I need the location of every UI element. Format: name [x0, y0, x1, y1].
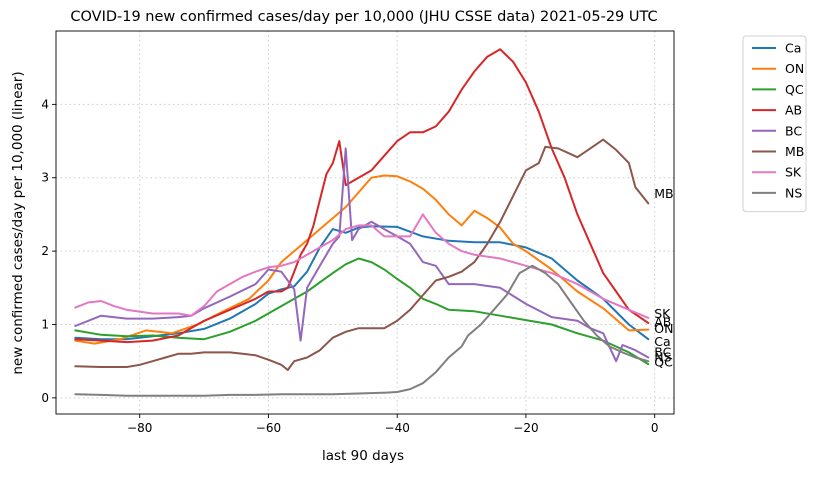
end-label-ab: AB [654, 314, 671, 329]
y-tick-label: 4 [41, 97, 49, 111]
legend-label-bc: BC [785, 123, 802, 138]
grid [56, 31, 674, 414]
x-tick-label: −60 [256, 421, 281, 435]
end-label-sk: SK [654, 306, 671, 321]
legend-label-ca: Ca [785, 41, 801, 56]
series-line-ab [74, 48, 650, 344]
legend-label-ns: NS [785, 185, 802, 200]
series-lines [74, 48, 650, 397]
end-label-bc: BC [654, 344, 671, 359]
legend-label-on: ON [785, 61, 804, 76]
series-line-ns [74, 264, 650, 397]
series-line-sk [74, 213, 650, 319]
axes: −80 −60 −40 −20 0 0 1 2 3 4 [41, 30, 675, 435]
end-label-ca: Ca [654, 334, 670, 349]
x-tick-label: 0 [651, 421, 659, 435]
plot-frame [55, 30, 675, 415]
series-line-mb [74, 138, 650, 371]
series-line-bc [74, 147, 650, 363]
y-tick-label: 1 [41, 317, 49, 331]
x-axis-label: last 90 days [322, 448, 404, 464]
x-tick-label: −40 [385, 421, 410, 435]
legend-box [742, 35, 807, 213]
legend-label-mb: MB [785, 144, 804, 159]
series-line-ca [74, 225, 650, 341]
end-label-qc: QC [654, 355, 673, 370]
series-line-qc [74, 257, 650, 366]
end-label-on: ON [654, 321, 673, 336]
legend-label-sk: SK [785, 165, 802, 180]
legend-label-qc: QC [785, 82, 804, 97]
y-tick-label: 2 [41, 244, 49, 258]
y-tick-label: 3 [41, 171, 49, 185]
end-label-ns: NS [654, 350, 671, 365]
x-tick-label: −80 [127, 421, 152, 435]
legend-label-ab: AB [785, 103, 802, 118]
x-tick-label: −20 [513, 421, 538, 435]
legend: Ca ON QC AB BC MB SK NS [742, 35, 807, 213]
y-axis-label: new confirmed cases/day per 10,000 (line… [10, 71, 26, 374]
chart-title: COVID-19 new confirmed cases/day per 10,… [70, 9, 657, 25]
y-tick-label: 0 [41, 391, 49, 405]
end-label-mb: MB [654, 186, 673, 201]
